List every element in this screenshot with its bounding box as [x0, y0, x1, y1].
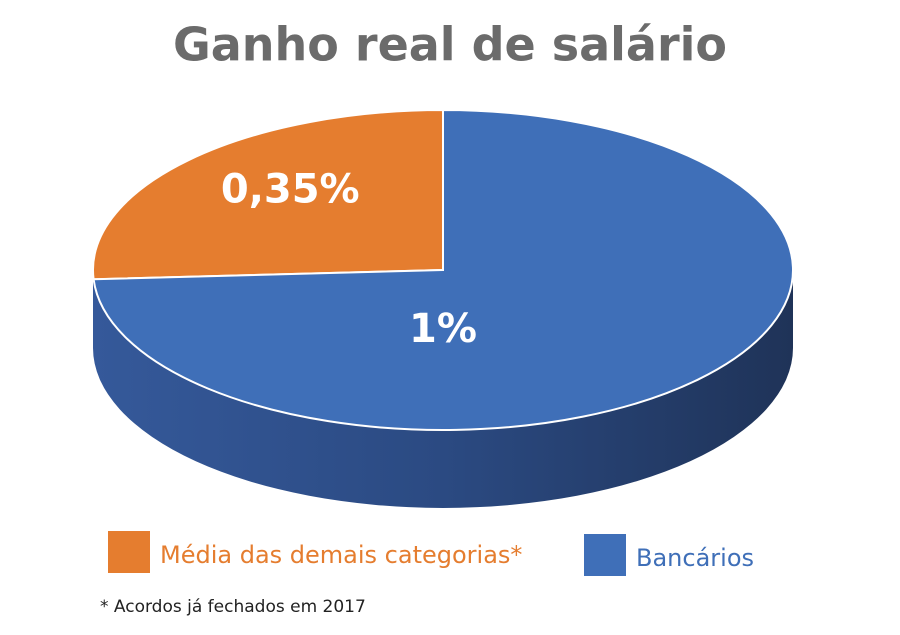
chart-title: Ganho real de salário	[173, 18, 727, 72]
legend-swatch	[108, 531, 150, 573]
pie: 0,35% 1%	[92, 108, 794, 508]
pie-slice	[92, 108, 794, 431]
pie-slice	[92, 108, 444, 281]
legend-label: Média das demais categorias*	[160, 541, 522, 569]
data-label: 0,35%	[221, 167, 360, 213]
legend-label: Bancários	[636, 544, 754, 572]
legend-swatch	[584, 534, 626, 576]
pie-side	[93, 270, 793, 508]
data-label: 1%	[409, 306, 477, 352]
footnote: * Acordos já fechados em 2017	[100, 597, 366, 617]
legend: Média das demais categorias* Bancários	[108, 531, 754, 576]
